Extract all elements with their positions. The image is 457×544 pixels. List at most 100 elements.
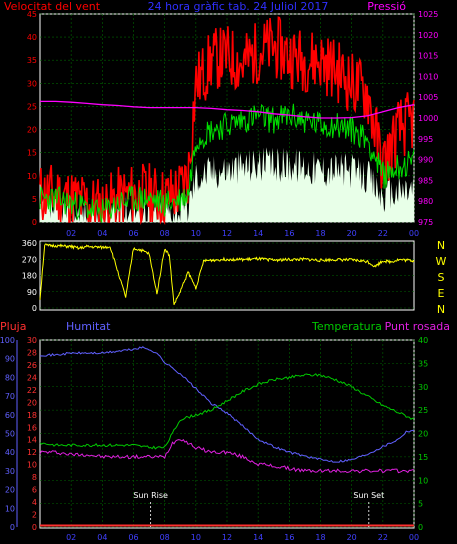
rain-tick: 30 (27, 336, 37, 345)
rain-tick: 20 (27, 398, 37, 407)
humidity-tick: 60 (5, 411, 15, 420)
series-humidity (39, 346, 415, 463)
direction-letter-e: E (438, 287, 445, 300)
time-tick-top: 10 (191, 229, 201, 238)
pressure-tick: 1015 (418, 52, 438, 61)
time-tick-bottom: 14 (253, 533, 263, 542)
wind-speed-tick: 15 (27, 149, 37, 158)
wind-speed-tick: 30 (27, 79, 37, 88)
wind-speed-tick: 20 (27, 126, 37, 135)
sunrise-label: Sun Rise (133, 491, 168, 500)
series-wind-average (39, 103, 415, 224)
humidity-label: Humitat (66, 320, 111, 333)
humidity-tick: 70 (5, 392, 15, 401)
rain-tick: 12 (27, 448, 37, 457)
time-tick-bottom: 22 (378, 533, 388, 542)
time-tick-bottom: 02 (66, 533, 76, 542)
wind-speed-tick: 0 (32, 218, 37, 227)
temperature-tick: 5 (418, 500, 423, 509)
time-tick-bottom: 06 (128, 533, 138, 542)
pressure-tick: 1025 (418, 10, 438, 19)
wind-gust-area (40, 147, 414, 222)
pressure-tick: 985 (418, 176, 433, 185)
pressure-tick: 1000 (418, 114, 438, 123)
rain-tick: 2 (32, 511, 37, 520)
time-tick-top: 18 (315, 229, 325, 238)
direction-letter-n-top: N (437, 239, 445, 252)
rain-tick: 14 (27, 436, 37, 445)
pressure-label: Pressió (367, 0, 406, 13)
wind-speed-tick: 35 (27, 56, 37, 65)
rain-tick: 8 (32, 473, 37, 482)
rain-tick: 18 (27, 411, 37, 420)
time-tick-bottom: 18 (315, 533, 325, 542)
rain-tick: 26 (27, 361, 37, 370)
pressure-tick: 995 (418, 135, 433, 144)
time-tick-top: 04 (97, 229, 107, 238)
series-pressure (40, 100, 415, 119)
rain-tick: 4 (32, 498, 37, 507)
direction-letter-n-bottom: N (437, 303, 445, 316)
temperature-tick: 20 (418, 430, 428, 439)
pressure-tick: 990 (418, 156, 433, 165)
temperature-tick: 35 (418, 359, 428, 368)
humidity-tick: 80 (5, 373, 15, 382)
time-tick-top: 06 (128, 229, 138, 238)
sunset-label: Sun Set (353, 491, 384, 500)
direction-tick: 90 (27, 288, 37, 297)
time-tick-bottom: 16 (284, 533, 294, 542)
time-tick-bottom: 12 (222, 533, 232, 542)
humidity-tick: 0 (10, 523, 15, 532)
rain-label: Pluja (0, 320, 26, 333)
temperature-tick: 0 (418, 523, 423, 532)
humidity-tick: 10 (5, 504, 15, 513)
wind-speed-tick: 10 (27, 172, 37, 181)
pressure-tick: 975 (418, 218, 433, 227)
humidity-tick: 90 (5, 355, 15, 364)
time-tick-bottom: 04 (97, 533, 107, 542)
series-wind-speed (39, 16, 415, 226)
direction-tick: 360 (22, 239, 37, 248)
rain-tick: 10 (27, 461, 37, 470)
series-wind-direction (39, 243, 415, 305)
time-tick-top: 22 (378, 229, 388, 238)
humidity-tick: 20 (5, 486, 15, 495)
chart-title: 24 hora gràfic tab. 24 Juliol 2017 (148, 0, 329, 13)
direction-tick: 0 (32, 304, 37, 313)
temperature-tick: 15 (418, 453, 428, 462)
time-tick-top: 16 (284, 229, 294, 238)
pressure-tick: 1010 (418, 72, 438, 81)
temperature-tick: 30 (418, 383, 428, 392)
rain-tick: 16 (27, 423, 37, 432)
temperature-tick: 25 (418, 406, 428, 415)
dewpoint-label: Punt rosada (385, 320, 450, 333)
time-tick-bottom: 00 (409, 533, 419, 542)
rain-tick: 22 (27, 386, 37, 395)
wind-speed-tick: 40 (27, 33, 37, 42)
pressure-tick: 1020 (418, 31, 438, 40)
humidity-tick: 30 (5, 467, 15, 476)
pressure-tick: 1005 (418, 93, 438, 102)
humidity-tick: 100 (0, 336, 15, 345)
rain-tick: 0 (32, 523, 37, 532)
time-tick-bottom: 10 (191, 533, 201, 542)
direction-letter-s: S (438, 271, 445, 284)
time-tick-top: 02 (66, 229, 76, 238)
time-tick-bottom: 08 (160, 533, 170, 542)
wind-direction-panel: 0 90 180 270 360 (22, 239, 415, 313)
wind-direction-frame (39, 240, 415, 311)
time-tick-top: 00 (409, 229, 419, 238)
direction-tick: 180 (22, 272, 37, 281)
rain-tick: 28 (27, 348, 37, 357)
humidity-tick: 50 (5, 430, 15, 439)
humidity-tick: 40 (5, 448, 15, 457)
time-tick-top: 20 (347, 229, 357, 238)
rain-tick: 6 (32, 486, 37, 495)
time-tick-top: 14 (253, 229, 263, 238)
time-tick-top: 08 (160, 229, 170, 238)
direction-tick: 270 (22, 255, 37, 264)
pressure-tick: 980 (418, 197, 433, 206)
time-tick-top: 12 (222, 229, 232, 238)
series-dewpoint (39, 438, 414, 474)
